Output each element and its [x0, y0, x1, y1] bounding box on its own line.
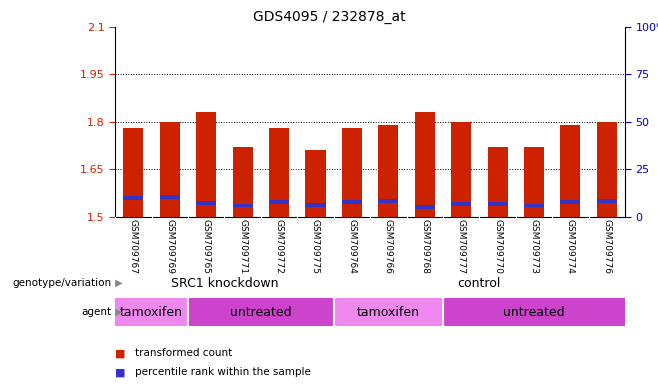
Text: transformed count: transformed count	[135, 348, 232, 358]
Text: GSM709777: GSM709777	[457, 218, 466, 273]
Bar	[305, 203, 326, 207]
Text: genotype/variation: genotype/variation	[13, 278, 112, 288]
Bar	[196, 113, 216, 217]
Text: GSM709775: GSM709775	[311, 218, 320, 273]
Bar	[597, 199, 617, 203]
Bar	[524, 204, 544, 207]
Bar	[123, 196, 143, 200]
Bar	[233, 204, 253, 207]
Text: GSM709768: GSM709768	[420, 218, 429, 273]
Bar	[188, 298, 334, 326]
Bar	[597, 122, 617, 217]
Text: tamoxifen: tamoxifen	[357, 306, 420, 318]
Bar	[451, 202, 471, 206]
Text: ■: ■	[115, 367, 126, 377]
Text: untreated: untreated	[503, 306, 565, 318]
Text: GSM709769: GSM709769	[165, 218, 174, 273]
Text: GSM709772: GSM709772	[274, 218, 284, 273]
Bar	[160, 195, 180, 199]
Bar	[524, 147, 544, 217]
Bar	[415, 113, 435, 217]
Text: GSM709764: GSM709764	[347, 218, 357, 273]
Text: GSM709774: GSM709774	[566, 218, 575, 273]
Bar	[269, 128, 289, 217]
Text: GSM709765: GSM709765	[202, 218, 211, 273]
Bar	[488, 202, 507, 206]
Bar	[561, 200, 580, 204]
Bar	[196, 201, 216, 205]
Bar	[269, 200, 289, 204]
Bar	[488, 147, 507, 217]
Bar	[123, 128, 143, 217]
Text: untreated: untreated	[230, 306, 291, 318]
Bar	[342, 128, 362, 217]
Bar	[415, 205, 435, 209]
Text: GSM709771: GSM709771	[238, 218, 247, 273]
Text: control: control	[458, 277, 501, 290]
Bar	[334, 298, 443, 326]
Bar	[561, 125, 580, 217]
Text: ▶: ▶	[112, 278, 122, 288]
Bar	[115, 298, 188, 326]
Text: GSM709770: GSM709770	[493, 218, 502, 273]
Text: ▶: ▶	[112, 307, 122, 317]
Text: GSM709766: GSM709766	[384, 218, 393, 273]
Bar	[443, 298, 625, 326]
Bar	[451, 122, 471, 217]
Text: GDS4095 / 232878_at: GDS4095 / 232878_at	[253, 10, 405, 23]
Bar	[378, 125, 398, 217]
Bar	[378, 199, 398, 203]
Text: percentile rank within the sample: percentile rank within the sample	[135, 367, 311, 377]
Text: tamoxifen: tamoxifen	[120, 306, 183, 318]
Bar	[305, 151, 326, 217]
Text: agent: agent	[82, 307, 112, 317]
Bar	[160, 122, 180, 217]
Text: GSM709767: GSM709767	[129, 218, 138, 273]
Text: SRC1 knockdown: SRC1 knockdown	[170, 277, 278, 290]
Bar	[342, 200, 362, 204]
Text: ■: ■	[115, 348, 126, 358]
Text: GSM709773: GSM709773	[530, 218, 538, 273]
Bar	[233, 147, 253, 217]
Text: GSM709776: GSM709776	[602, 218, 611, 273]
